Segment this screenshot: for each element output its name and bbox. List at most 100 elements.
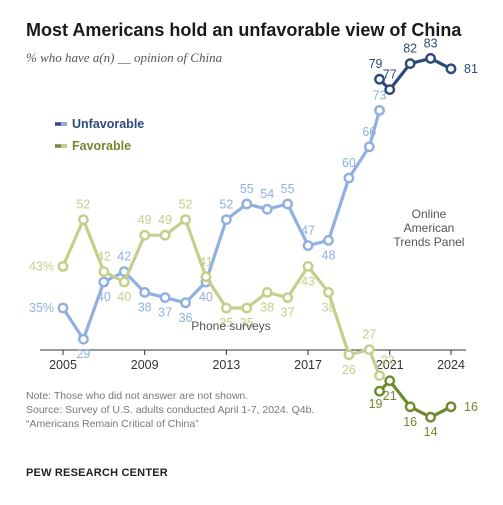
legend-label-favorable: Favorable: [72, 139, 131, 153]
data-label: 55: [240, 182, 254, 196]
data-point: [323, 286, 334, 298]
data-point: [323, 234, 334, 246]
data-label: 37: [158, 306, 172, 320]
chart-source: Source: Survey of U.S. adults conducted …: [26, 404, 315, 416]
data-label: 43%: [29, 259, 54, 273]
x-tick-label: 2009: [131, 358, 159, 372]
data-label: 38: [260, 300, 274, 314]
data-label: 40: [97, 290, 111, 304]
data-point: [180, 297, 191, 309]
data-point: [374, 385, 385, 397]
data-point: [118, 276, 130, 288]
data-label: 38: [138, 300, 152, 314]
annotation-online-panel: Trends Panel: [394, 235, 465, 249]
x-tick-label: 2013: [212, 358, 240, 372]
data-point: [220, 302, 232, 314]
annotation-online-panel: American: [404, 221, 455, 235]
x-tick-label: 2005: [49, 358, 77, 372]
data-point: [57, 302, 69, 314]
data-point: [302, 240, 314, 252]
data-label: 48: [322, 248, 336, 262]
data-label: 41: [199, 255, 213, 269]
data-point: [302, 260, 314, 272]
data-label: 40: [117, 290, 131, 304]
data-label: 40: [199, 290, 213, 304]
data-label: 79: [369, 57, 383, 71]
data-point: [220, 214, 232, 226]
data-point: [363, 344, 375, 355]
data-label: 27: [362, 328, 376, 342]
data-point: [384, 375, 396, 387]
annotation-phone-surveys: Phone surveys: [191, 319, 270, 333]
data-point: [180, 214, 191, 226]
data-point: [261, 203, 273, 215]
data-point: [374, 105, 385, 116]
chart-note: Note: Those who did not answer are not s…: [26, 390, 249, 402]
data-label: 43: [301, 274, 315, 288]
brand-logo-text: PEW RESEARCH CENTER: [26, 467, 168, 479]
data-label: 14: [424, 425, 438, 439]
data-point: [159, 229, 171, 241]
data-point: [98, 266, 110, 277]
data-point: [139, 286, 151, 298]
data-label: 42: [97, 250, 111, 264]
data-point: [425, 53, 436, 64]
data-point: [241, 302, 253, 314]
data-label: 36: [179, 311, 193, 325]
data-point: [445, 63, 457, 75]
data-label: 49: [138, 213, 152, 227]
data-label: 47: [301, 224, 315, 238]
legend-label-unfavorable: Unfavorable: [72, 117, 144, 131]
chart-subtitle: % who have a(n) __ opinion of China: [26, 50, 223, 65]
data-label: 37: [281, 306, 295, 320]
data-label: 52: [76, 198, 90, 212]
data-point: [200, 271, 212, 283]
data-label: 49: [158, 213, 172, 227]
data-label: 16: [464, 400, 478, 414]
data-label: 60: [342, 156, 356, 170]
data-label: 35: [240, 316, 254, 330]
data-label: 22: [381, 354, 395, 368]
data-label: 52: [179, 198, 193, 212]
data-label: 77: [383, 68, 397, 82]
data-point: [78, 333, 89, 345]
data-label: 81: [464, 62, 478, 76]
data-point: [159, 292, 171, 303]
data-label: 35: [219, 316, 233, 330]
data-point: [343, 172, 355, 184]
data-label: 54: [260, 187, 274, 201]
chart-report-title: “Americans Remain Critical of China”: [26, 418, 199, 430]
data-point: [384, 84, 396, 96]
x-tick-label: 2017: [294, 358, 322, 372]
data-label: 19: [369, 397, 383, 411]
data-point: [404, 401, 416, 413]
data-point: [445, 401, 457, 413]
data-label: 83: [424, 36, 438, 50]
data-label: 35%: [29, 301, 54, 315]
data-point: [78, 214, 89, 226]
data-label: 55: [281, 182, 295, 196]
data-label: 73: [373, 88, 387, 102]
data-point: [282, 198, 294, 210]
data-point: [241, 198, 253, 210]
data-label: 52: [219, 198, 233, 212]
data-point: [363, 141, 375, 153]
data-label: 38: [322, 300, 336, 314]
data-point: [98, 276, 110, 288]
data-point: [57, 260, 69, 272]
data-label: 29: [76, 347, 90, 361]
x-tick-label: 2024: [437, 358, 465, 372]
data-point: [343, 349, 355, 361]
data-point: [282, 292, 294, 303]
data-point: [425, 411, 436, 423]
data-point: [374, 73, 385, 85]
data-point: [261, 286, 273, 298]
data-label: 42: [117, 250, 131, 264]
annotation-online-panel: Online: [412, 207, 447, 221]
chart-title: Most Americans hold an unfavorable view …: [26, 20, 462, 40]
data-label: 26: [342, 363, 356, 377]
data-label: 66: [362, 125, 376, 139]
data-label: 16: [403, 415, 417, 429]
data-label: 21: [383, 389, 397, 403]
